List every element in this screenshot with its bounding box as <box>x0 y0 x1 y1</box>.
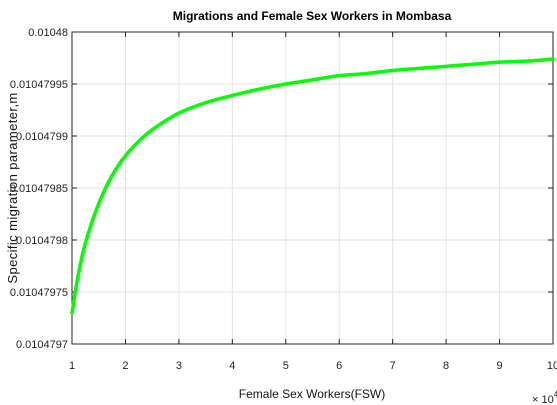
y-tick-label: 0.01047995 <box>10 79 68 91</box>
chart-title: Migrations and Female Sex Workers in Mom… <box>173 9 452 23</box>
x-tick-label: 8 <box>443 360 449 372</box>
y-tick-label: 0.0104797 <box>16 339 68 351</box>
series-line <box>70 57 555 315</box>
x-tick-label: 2 <box>122 360 128 372</box>
axis-ticks <box>71 31 554 345</box>
x-tick-label: 10 <box>547 360 557 372</box>
y-axis-label: Specific migration parameter,m <box>5 92 20 283</box>
x-tick-label: 6 <box>336 360 342 372</box>
x-multiplier-exponent: 4 <box>554 390 557 399</box>
y-tick-label: 0.0104798 <box>16 235 68 247</box>
x-tick-label: 3 <box>176 360 182 372</box>
tick-labels: 1 2 3 4 5 6 7 8 9 10 0.0104797 0.01047975 0.0104798 0… <box>10 27 557 372</box>
y-tick-label: 0.01047985 <box>10 183 68 195</box>
x-tick-label: 5 <box>283 360 289 372</box>
x-tick-label: 1 <box>69 360 75 372</box>
series-layer <box>70 57 555 315</box>
y-tick-label: 0.0104799 <box>16 131 68 143</box>
x-tick-label: 7 <box>390 360 396 372</box>
y-tick-label: 0.01048 <box>28 27 68 39</box>
x-tick-label: 9 <box>496 360 502 372</box>
x-multiplier-base: × 10 <box>532 394 554 405</box>
x-multiplier: × 104 <box>532 390 557 405</box>
y-tick-label: 0.01047975 <box>10 287 68 299</box>
x-axis-label: Female Sex Workers(FSW) <box>239 387 385 401</box>
x-tick-label: 4 <box>229 360 235 372</box>
